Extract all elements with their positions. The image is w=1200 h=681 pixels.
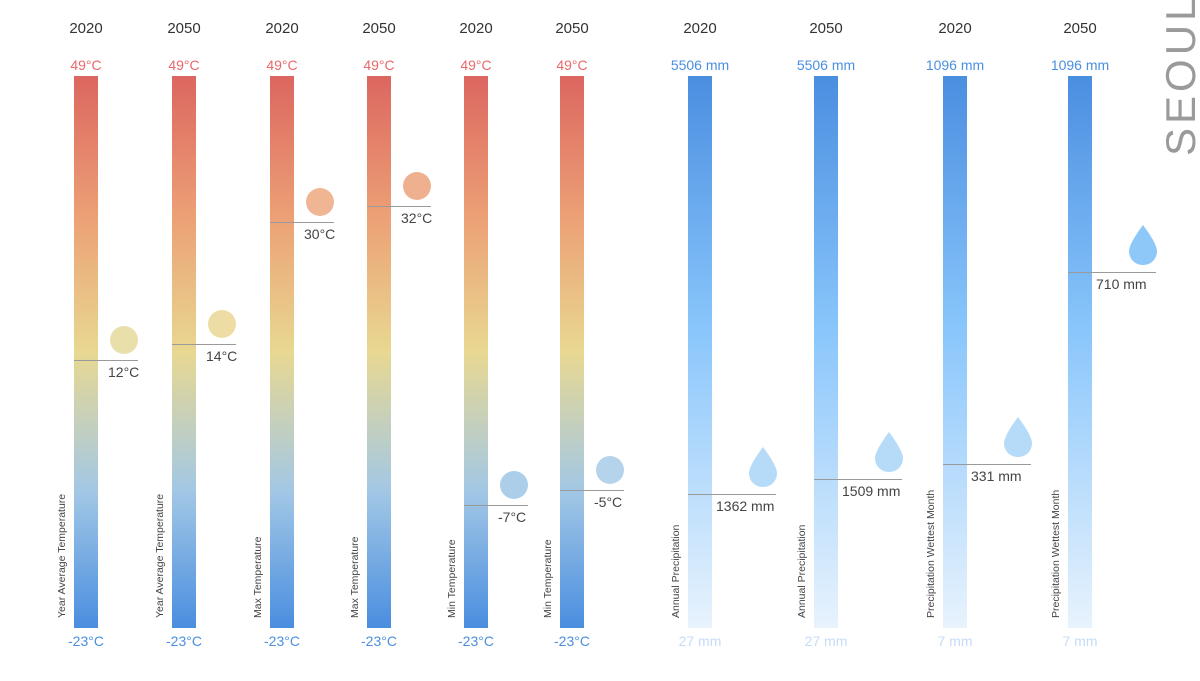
scale-min-label: -23°C [361,633,397,649]
temperature-scale-bar [367,76,391,628]
year-label: 2020 [459,20,493,37]
value-label: 1509 mm [842,483,901,499]
scale-min-label: 27 mm [678,633,722,649]
value-marker-line [74,360,138,361]
value-marker-line [270,222,334,223]
year-label: 2020 [265,20,299,37]
water-drop-icon [1004,417,1032,457]
year-label: 2050 [555,20,589,37]
year-label: 2020 [683,20,717,37]
scale-max-label: 5506 mm [796,57,856,73]
metric-label: Year Average Temperature [56,493,68,618]
metric-label: Max Temperature [252,536,264,618]
value-label: -7°C [498,509,527,525]
temperature-scale-bar [74,76,98,628]
city-title: SEOUL [1157,0,1200,156]
value-label: 12°C [108,364,140,380]
metric-label: Max Temperature [349,536,361,618]
scale-max-label: 49°C [70,57,102,73]
circle-icon [500,471,528,499]
value-marker-line [814,479,902,480]
circle-icon [306,188,334,216]
temperature-scale-bar [172,76,196,628]
value-label: 1362 mm [716,498,775,514]
scale-max-label: 5506 mm [670,57,730,73]
value-label: 30°C [304,226,336,242]
scale-min-label: -23°C [554,633,590,649]
water-drop-icon [749,447,777,487]
year-label: 2050 [1063,20,1097,37]
value-marker-line [367,206,431,207]
scale-min-label: 7 mm [937,633,973,649]
precipitation-scale-bar [943,76,967,628]
scale-min-label: 27 mm [804,633,848,649]
scale-max-label: 49°C [266,57,298,73]
precipitation-scale-bar [1068,76,1092,628]
value-marker-line [1068,272,1156,273]
scale-min-label: -23°C [264,633,300,649]
value-label: 14°C [206,348,238,364]
temperature-scale-bar [464,76,488,628]
scale-max-label: 1096 mm [1050,57,1110,73]
metric-label: Annual Precipitation [670,524,682,618]
value-label: 710 mm [1096,276,1147,292]
metric-label: Annual Precipitation [796,524,808,618]
scale-max-label: 49°C [460,57,492,73]
value-marker-line [943,464,1031,465]
year-label: 2050 [362,20,396,37]
value-label: -5°C [594,494,623,510]
metric-label: Precipitation Wettest Month [925,489,937,618]
value-marker-line [688,494,776,495]
temperature-scale-bar [270,76,294,628]
metric-label: Min Temperature [542,539,554,618]
precipitation-scale-bar [688,76,712,628]
circle-icon [110,326,138,354]
value-marker-line [464,505,528,506]
circle-icon [403,172,431,200]
scale-max-label: 49°C [168,57,200,73]
scale-max-label: 49°C [556,57,588,73]
water-drop-icon [1129,225,1157,265]
scale-min-label: 7 mm [1062,633,1098,649]
value-label: 32°C [401,210,433,226]
temperature-scale-bar [560,76,584,628]
circle-icon [596,456,624,484]
scale-min-label: -23°C [458,633,494,649]
year-label: 2020 [938,20,972,37]
year-label: 2050 [167,20,201,37]
scale-max-label: 49°C [363,57,395,73]
metric-label: Min Temperature [446,539,458,618]
precipitation-scale-bar [814,76,838,628]
value-marker-line [560,490,624,491]
scale-max-label: 1096 mm [925,57,985,73]
water-drop-icon [875,432,903,472]
scale-min-label: -23°C [166,633,202,649]
circle-icon [208,310,236,338]
value-label: 331 mm [971,468,1022,484]
value-marker-line [172,344,236,345]
year-label: 2020 [69,20,103,37]
metric-label: Precipitation Wettest Month [1050,489,1062,618]
year-label: 2050 [809,20,843,37]
metric-label: Year Average Temperature [154,493,166,618]
scale-min-label: -23°C [68,633,104,649]
